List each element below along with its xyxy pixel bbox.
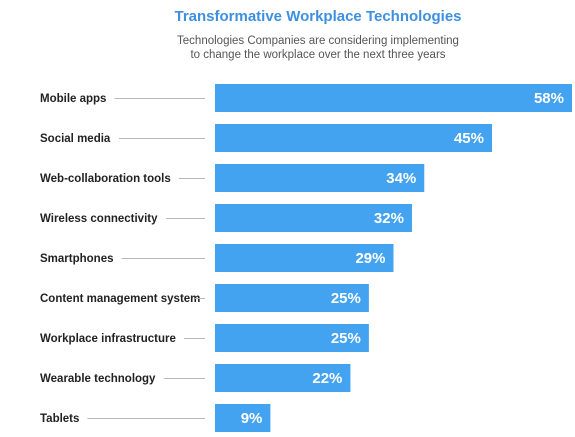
category-label-web-collaboration-tools: Web-collaboration tools <box>40 173 171 185</box>
value-label-wearable-technology: 22% <box>312 370 342 387</box>
chart-subtitle-line-1: Technologies Companies are considering i… <box>177 35 459 47</box>
value-label-web-collaboration-tools: 34% <box>386 170 416 187</box>
bar-social-media <box>215 124 492 152</box>
value-label-mobile-apps: 58% <box>534 90 564 107</box>
bars-group: Mobile apps 58% Social media 45% Web-collabo… <box>40 84 572 432</box>
bar-content-management-system <box>215 284 369 312</box>
chart-subtitle-line-2: to change the workplace over the next th… <box>190 49 445 61</box>
value-label-wireless-connectivity: 32% <box>374 210 404 227</box>
value-label-content-management-system: 25% <box>331 290 361 307</box>
category-label-workplace-infrastructure: Workplace infrastructure <box>40 333 176 345</box>
bar-web-collaboration-tools <box>215 164 425 192</box>
category-label-tablets: Tablets <box>40 413 79 425</box>
category-label-mobile-apps: Mobile apps <box>40 93 106 105</box>
bar-mobile-apps <box>215 84 572 112</box>
chart-title: Transformative Workplace Technologies <box>174 8 461 25</box>
bar-workplace-infrastructure <box>215 324 369 352</box>
bar-wireless-connectivity <box>215 204 412 232</box>
category-label-content-management-system: Content management system <box>40 293 200 305</box>
category-label-wearable-technology: Wearable technology <box>40 373 156 385</box>
category-label-smartphones: Smartphones <box>40 253 114 265</box>
category-label-social-media: Social media <box>40 133 111 145</box>
value-label-workplace-infrastructure: 25% <box>331 330 361 347</box>
bar-tablets <box>215 404 271 432</box>
bar-smartphones <box>215 244 394 272</box>
value-label-tablets: 9% <box>241 410 263 427</box>
value-label-social-media: 45% <box>454 130 484 147</box>
category-label-wireless-connectivity: Wireless connectivity <box>40 213 158 225</box>
bar-wearable-technology <box>215 364 351 392</box>
value-label-smartphones: 29% <box>355 250 385 267</box>
